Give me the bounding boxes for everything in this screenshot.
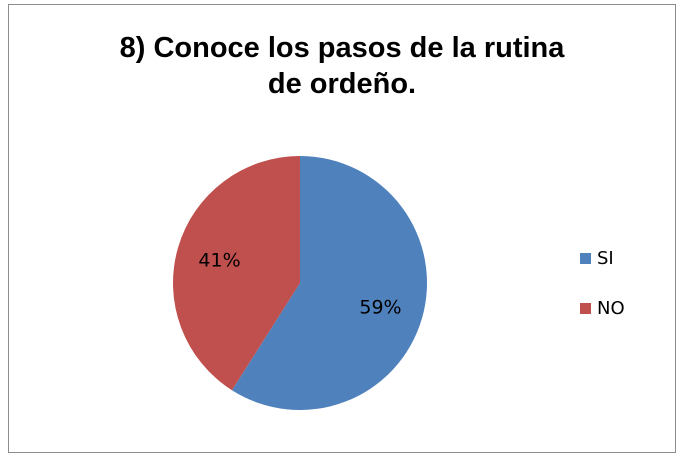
pie-slice-label-si: 59%: [359, 296, 401, 318]
chart-title-line-2: de ordeño.: [267, 68, 417, 100]
legend-label-si: SI: [597, 247, 614, 269]
legend-swatch-si: [580, 252, 591, 264]
legend-label-no: NO: [597, 297, 625, 319]
legend: SI NO: [580, 246, 625, 346]
legend-item-si: SI: [580, 246, 625, 270]
pie-slice-si: [231, 156, 427, 410]
legend-swatch-no: [580, 302, 591, 314]
legend-item-no: NO: [580, 296, 625, 320]
pie-slice-label-no: 41%: [198, 250, 240, 272]
chart-title-line-1: 8) Conoce los pasos de la rutina: [119, 32, 565, 64]
chart-title: 8) Conoce los pasos de la rutina de orde…: [0, 30, 684, 102]
pie-slice-no: [172, 156, 300, 391]
